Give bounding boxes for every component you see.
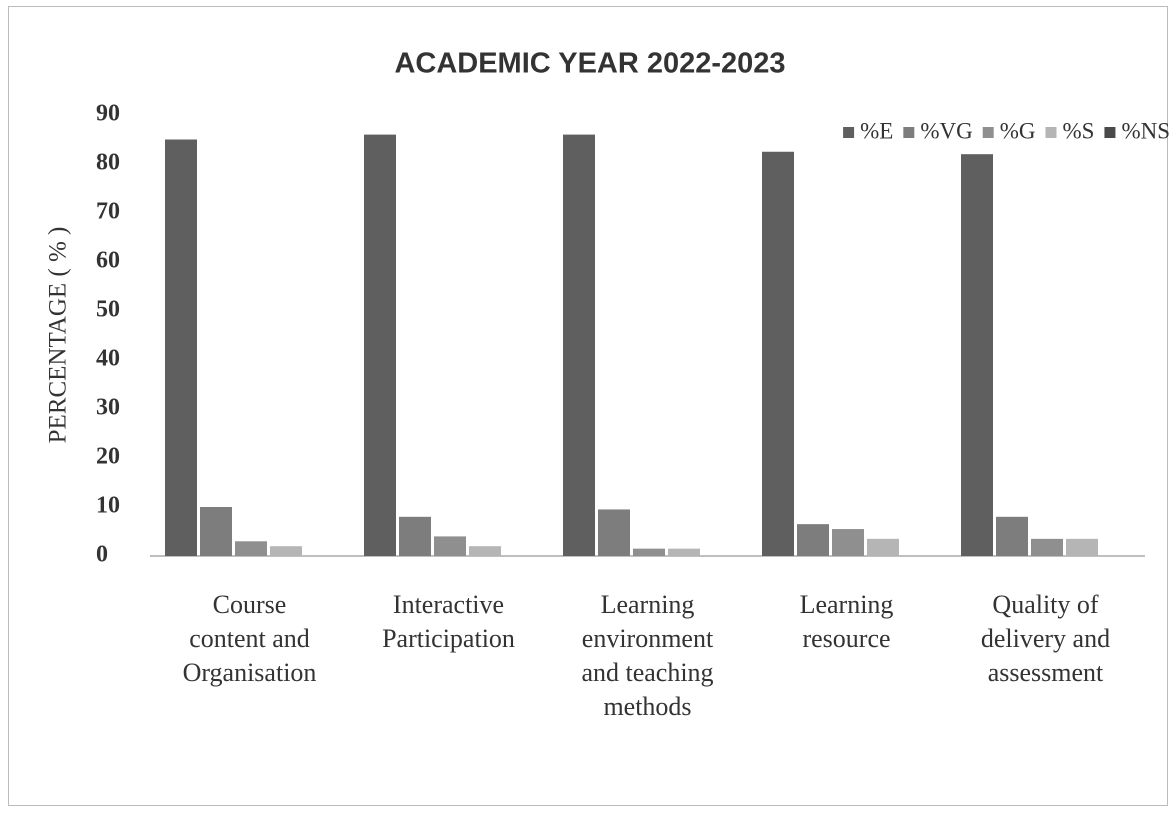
frame	[8, 6, 1168, 806]
bar	[633, 548, 665, 556]
legend-swatch	[1104, 127, 1116, 138]
bar	[165, 139, 197, 556]
y-tick-label: 40	[96, 346, 120, 372]
legend-swatch	[982, 127, 994, 138]
legend-swatch	[903, 127, 915, 138]
bar	[399, 516, 431, 556]
y-axis-label: PERCENTAGE ( % )	[45, 227, 72, 444]
bar	[1031, 538, 1063, 556]
x-tick-label: Interactive Participation	[382, 590, 515, 653]
legend-swatch	[843, 127, 855, 138]
x-tick-label: Quality of delivery and assessment	[980, 590, 1111, 687]
bar	[762, 151, 794, 556]
legend-label: %G	[1000, 118, 1036, 143]
y-tick-label: 30	[96, 395, 120, 421]
legend-label: %S	[1062, 118, 1094, 143]
bar	[364, 134, 396, 556]
bar	[563, 134, 595, 556]
y-tick-label: 50	[96, 297, 120, 323]
bar	[270, 546, 302, 556]
y-tick-label: 20	[96, 444, 120, 470]
y-tick-label: 60	[96, 248, 120, 274]
legend-label: %E	[860, 118, 893, 143]
y-tick-label: 90	[96, 101, 120, 127]
bar	[434, 536, 466, 556]
bar	[668, 548, 700, 556]
bar	[832, 529, 864, 556]
bar	[200, 507, 232, 556]
bar	[1066, 538, 1098, 556]
legend-label: %NS	[1121, 118, 1170, 143]
y-tick-label: 80	[96, 150, 120, 176]
bar	[598, 509, 630, 556]
y-tick-label: 0	[96, 542, 108, 568]
legend-label: %VG	[920, 118, 972, 143]
bar	[797, 524, 829, 556]
bar	[235, 541, 267, 556]
bar	[469, 546, 501, 556]
y-tick-label: 10	[96, 493, 120, 519]
bar	[996, 516, 1028, 556]
y-tick-label: 70	[96, 199, 120, 225]
x-tick-label: Learning resource	[799, 590, 894, 653]
chart-title: ACADEMIC YEAR 2022-2023	[394, 48, 785, 80]
x-tick-label: Course content and Organisation	[182, 590, 317, 687]
bar	[961, 154, 993, 556]
legend-swatch	[1045, 127, 1057, 138]
bar	[867, 538, 899, 556]
x-tick-label: Learning environment and teaching method…	[581, 590, 714, 721]
